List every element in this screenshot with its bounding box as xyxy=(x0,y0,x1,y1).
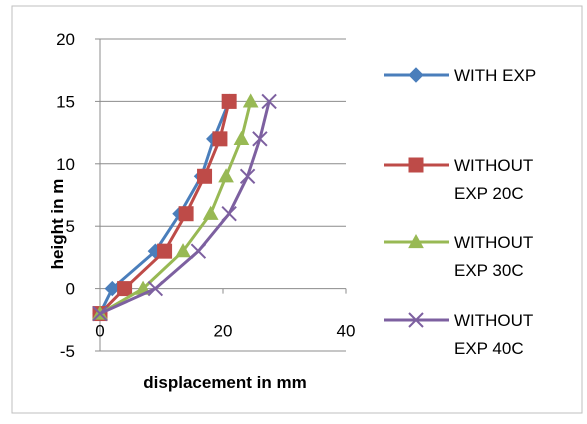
data-point xyxy=(239,168,256,184)
y-tick-label: 5 xyxy=(66,217,75,236)
series-square xyxy=(92,93,237,322)
x-axis-title: displacement in mm xyxy=(143,373,306,392)
data-point xyxy=(252,131,268,147)
data-point xyxy=(175,243,191,258)
legend-label: EXP 30C xyxy=(454,261,524,280)
data-point xyxy=(147,280,164,297)
legend-item: WITHOUT EXP 40C xyxy=(384,311,533,358)
data-point xyxy=(242,93,259,108)
gridlines xyxy=(100,38,346,352)
legend-marker xyxy=(408,67,424,83)
legend-item: WITHOUT EXP 20C xyxy=(384,156,533,203)
data-point xyxy=(190,243,207,259)
x-tick-label: 40 xyxy=(337,322,356,341)
data-point xyxy=(117,281,133,297)
y-axis-title: height in m xyxy=(48,179,67,270)
y-tick-label: 0 xyxy=(66,280,75,299)
x-tick-label: 0 xyxy=(95,322,104,341)
legend-marker xyxy=(408,312,424,328)
chart-border xyxy=(11,5,583,414)
legend-label: WITHOUT xyxy=(454,233,533,252)
legend-marker xyxy=(408,157,424,173)
data-point xyxy=(221,93,237,109)
series-group xyxy=(92,93,277,322)
legend-label: EXP 40C xyxy=(454,339,524,358)
data-point xyxy=(212,131,228,147)
y-tick-label: 15 xyxy=(56,92,75,111)
legend-marker xyxy=(408,233,424,249)
data-point xyxy=(92,305,108,322)
y-tick-label: 20 xyxy=(56,30,75,49)
data-point xyxy=(157,243,173,259)
x-tick-label: 20 xyxy=(214,322,233,341)
legend-item: WITH EXP xyxy=(384,66,536,85)
legend-item: WITHOUT EXP 30C xyxy=(384,233,533,280)
data-point xyxy=(178,206,194,222)
data-point xyxy=(261,93,277,110)
tick-labels: -5 0 5 10 15 20 0 20 40 xyxy=(56,30,355,361)
y-tick-label: 10 xyxy=(56,155,75,174)
legend-label: WITHOUT xyxy=(454,156,533,175)
data-point xyxy=(202,205,219,220)
data-point xyxy=(104,280,121,297)
series-x xyxy=(92,93,277,322)
legend-label: WITHOUT xyxy=(454,311,533,330)
data-point xyxy=(221,206,237,222)
data-point xyxy=(218,168,234,183)
data-point xyxy=(233,130,250,145)
legend-label: WITH EXP xyxy=(454,66,536,85)
data-point xyxy=(197,168,213,184)
y-tick-label: -5 xyxy=(60,342,75,361)
legend-label: EXP 20C xyxy=(454,184,524,203)
